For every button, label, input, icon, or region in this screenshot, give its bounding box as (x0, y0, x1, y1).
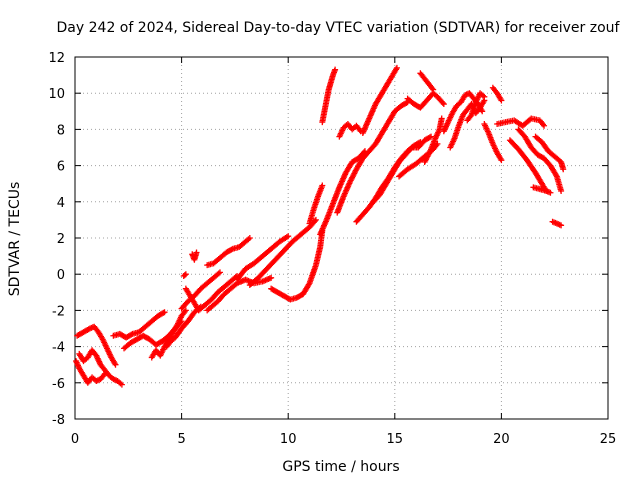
series-track-22 (359, 64, 400, 137)
tick-layer: 0 5 10 15 20 25 -8 -6 -4 -2 0 2 4 6 8 10 12 (48, 51, 616, 447)
x-axis-title: GPS time / hours (282, 459, 399, 475)
data-point (160, 309, 167, 316)
y-tick-label: 4 (57, 196, 65, 211)
y-tick-label: 8 (57, 123, 65, 138)
series-track-11 (180, 271, 189, 280)
y-tick-label: 0 (57, 268, 65, 283)
data-point (434, 140, 441, 147)
data-point (440, 101, 447, 108)
data-point (246, 235, 253, 241)
data-point (181, 272, 188, 279)
x-tick-label: 15 (387, 432, 404, 447)
data-point (439, 99, 446, 106)
data-point (182, 307, 189, 314)
series-track-16 (268, 227, 326, 303)
series-track-39 (549, 218, 565, 229)
data-point (118, 381, 125, 388)
series-track-20 (334, 99, 411, 216)
series-track-18 (317, 148, 368, 238)
data-point (215, 270, 222, 277)
x-tick-label: 0 (71, 432, 79, 447)
data-point (438, 115, 445, 122)
series-track-29 (440, 90, 486, 135)
mark-layer (73, 64, 567, 388)
series-track-32 (481, 120, 505, 164)
series-track-27 (417, 70, 437, 93)
series-track-04 (110, 309, 168, 341)
series-track-01 (74, 323, 119, 368)
series-track-17 (306, 182, 326, 227)
x-tick-label: 5 (177, 432, 185, 447)
data-point (128, 331, 135, 338)
y-tick-label: -6 (52, 377, 65, 392)
data-point (112, 361, 119, 368)
data-point (498, 157, 505, 164)
data-point (193, 249, 200, 256)
data-point (560, 166, 567, 173)
data-point (403, 99, 410, 106)
data-point (285, 233, 292, 240)
data-point (268, 274, 275, 281)
series-track-37 (530, 184, 554, 196)
series-track-13 (204, 235, 253, 269)
series-track-36 (515, 126, 565, 194)
data-point (407, 145, 414, 152)
y-axis-title: SDTVAR / TECUs (7, 182, 23, 297)
data-point (558, 187, 565, 194)
data-point (426, 134, 433, 141)
series-track-26 (404, 90, 447, 111)
series-track-33 (489, 84, 505, 104)
data-point (228, 246, 235, 253)
data-point (332, 66, 339, 73)
data-point (85, 326, 92, 333)
series-track-31 (464, 90, 488, 124)
data-point (216, 269, 223, 276)
series-track-34 (494, 115, 548, 129)
x-tick-label: 10 (280, 432, 297, 447)
data-point (547, 189, 554, 196)
data-point (311, 218, 318, 225)
y-tick-label: 2 (57, 232, 65, 247)
y-tick-label: 10 (48, 87, 65, 102)
series-track-24 (370, 133, 435, 205)
series-track-14 (234, 233, 292, 283)
chart-title: Day 242 of 2024, Sidereal Day-to-day VTE… (57, 20, 621, 36)
data-point (479, 108, 486, 115)
data-point (558, 222, 565, 229)
grid-layer (75, 57, 608, 419)
series-track-21 (336, 120, 364, 140)
data-point (182, 271, 189, 278)
x-tick-label: 25 (600, 432, 617, 447)
data-point (498, 97, 505, 104)
series-track-12 (189, 249, 200, 263)
x-tick-label: 20 (493, 432, 510, 447)
series-track-38 (532, 133, 567, 173)
data-point (161, 309, 168, 316)
data-point (312, 216, 319, 223)
y-tick-label: -8 (52, 413, 65, 428)
series-track-19 (319, 66, 339, 126)
series-track-15 (246, 216, 319, 289)
series-track-10 (204, 274, 275, 314)
y-tick-label: 6 (57, 160, 65, 175)
data-point (319, 182, 326, 189)
series-track-03 (76, 347, 125, 388)
data-point (430, 86, 437, 93)
y-tick-label: -2 (52, 304, 65, 319)
y-tick-label: -4 (52, 341, 65, 356)
y-tick-label: 12 (48, 51, 65, 66)
data-point (481, 93, 488, 100)
data-point (393, 64, 400, 71)
series-track-09 (182, 273, 241, 314)
data-point (541, 122, 548, 129)
